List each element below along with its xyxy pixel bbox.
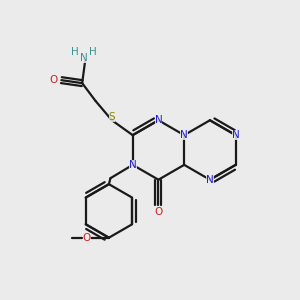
Text: S: S: [109, 112, 115, 122]
Text: O: O: [50, 75, 58, 85]
Text: H: H: [71, 47, 79, 57]
Text: O: O: [82, 233, 91, 243]
Text: N: N: [80, 53, 88, 64]
Text: H: H: [89, 47, 97, 57]
Text: N: N: [232, 130, 239, 140]
Text: N: N: [129, 160, 136, 170]
Text: N: N: [154, 115, 162, 125]
Text: N: N: [180, 130, 188, 140]
Text: N: N: [206, 175, 214, 185]
Text: O: O: [154, 207, 163, 218]
